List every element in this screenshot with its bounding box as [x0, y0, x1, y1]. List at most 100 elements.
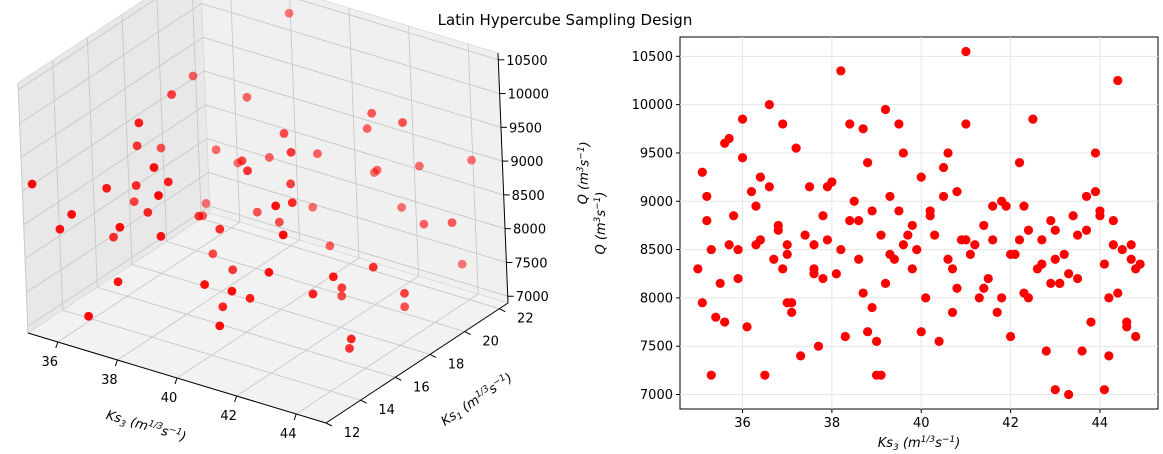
data-point	[1126, 240, 1136, 250]
data-point-3d	[149, 163, 159, 172]
data-point	[1050, 385, 1060, 395]
data-point	[782, 298, 792, 308]
data-point	[1005, 249, 1016, 260]
data-point	[715, 278, 725, 288]
x-tick-label-3d: 44	[280, 427, 297, 442]
data-point	[871, 336, 882, 346]
data-point	[755, 172, 766, 182]
data-point	[1099, 259, 1109, 269]
data-point-3d	[346, 334, 356, 344]
data-point	[702, 215, 712, 226]
points-2d	[693, 46, 1145, 400]
floor-grid-y	[201, 218, 500, 310]
side-grid-z	[23, 104, 206, 226]
data-point-3d	[419, 219, 429, 229]
data-point-3d	[414, 161, 424, 171]
data-point	[997, 293, 1007, 303]
data-point-3d	[134, 118, 144, 128]
label-part: Ks	[439, 408, 460, 429]
z-tick-label-3d: 8500	[512, 189, 545, 204]
back-grid-z	[201, 3, 500, 94]
figure-title: Latin Hypercube Sampling Design	[438, 11, 693, 29]
data-point	[983, 273, 993, 284]
z-tick-label-3d: 10500	[506, 54, 547, 69]
data-point	[1108, 240, 1118, 250]
data-point	[800, 230, 810, 240]
data-point-3d	[308, 289, 318, 299]
data-point	[903, 230, 913, 240]
plot-area	[679, 36, 1159, 410]
back-grid-x	[289, 0, 300, 241]
data-point-3d	[328, 272, 338, 282]
z-tick-label-3d: 7000	[516, 290, 549, 305]
x-tick-label-3d: 38	[101, 373, 118, 388]
data-point	[822, 182, 833, 192]
data-point	[947, 264, 958, 274]
side-grid-z	[26, 172, 209, 293]
data-point-3d	[308, 202, 318, 212]
data-point-3d	[131, 181, 141, 190]
data-point	[822, 235, 833, 245]
y-tick-label: 10000	[632, 98, 673, 113]
data-point	[1055, 278, 1065, 288]
data-point-3d	[245, 293, 255, 303]
points-3d	[27, 8, 476, 353]
data-point-3d	[400, 302, 410, 312]
label-part: (m	[124, 414, 149, 434]
data-point	[1113, 288, 1123, 298]
data-point	[938, 162, 949, 173]
label-part: Q (m	[576, 172, 592, 205]
data-point	[916, 327, 926, 337]
data-point	[880, 104, 891, 115]
data-point	[907, 220, 917, 231]
data-point	[760, 370, 770, 380]
x-tick-mark-3d	[234, 395, 238, 403]
data-point	[787, 307, 797, 317]
data-point	[724, 240, 734, 250]
label-part: )	[594, 192, 609, 198]
data-point-3d	[287, 198, 297, 208]
data-point	[697, 167, 707, 177]
y-tick-label-3d: 16	[413, 380, 430, 395]
data-point	[1072, 230, 1083, 240]
data-point-3d	[397, 203, 407, 212]
floor-grid-x	[176, 257, 360, 379]
data-point	[965, 249, 975, 260]
y-tick-label: 9500	[640, 146, 673, 161]
data-point	[894, 119, 904, 129]
data-point	[1113, 75, 1123, 86]
pane-walls	[17, 0, 509, 424]
data-point	[782, 240, 792, 250]
y-tick-label: 7500	[640, 340, 673, 355]
data-point	[796, 351, 806, 361]
data-point	[947, 307, 958, 317]
side-grid-y	[192, 0, 202, 219]
x-tick-mark-3d	[293, 413, 297, 421]
data-point	[702, 191, 712, 202]
y-tick-label: 8500	[640, 243, 673, 258]
data-point	[1046, 278, 1056, 288]
data-point-3d	[367, 108, 377, 118]
data-point	[961, 235, 971, 245]
data-point	[867, 206, 877, 216]
data-point	[894, 206, 904, 216]
label-part: −1	[593, 197, 603, 210]
label-part: −1	[576, 146, 586, 160]
z-axis-line-3d	[497, 52, 509, 304]
data-point	[764, 100, 774, 110]
y-tick-mark-3d	[325, 422, 333, 427]
data-point	[1059, 249, 1069, 260]
label-part: −1	[942, 435, 955, 445]
data-point	[836, 66, 846, 76]
label-part: 3	[593, 216, 603, 222]
data-point-3d	[115, 222, 125, 232]
data-point	[863, 327, 873, 337]
data-point	[970, 240, 980, 250]
data-point	[706, 370, 716, 380]
data-point	[697, 298, 707, 308]
data-point	[1104, 351, 1114, 361]
data-point	[997, 196, 1007, 206]
label-part: −1	[168, 425, 184, 438]
data-point	[746, 186, 757, 197]
data-point	[943, 254, 953, 264]
